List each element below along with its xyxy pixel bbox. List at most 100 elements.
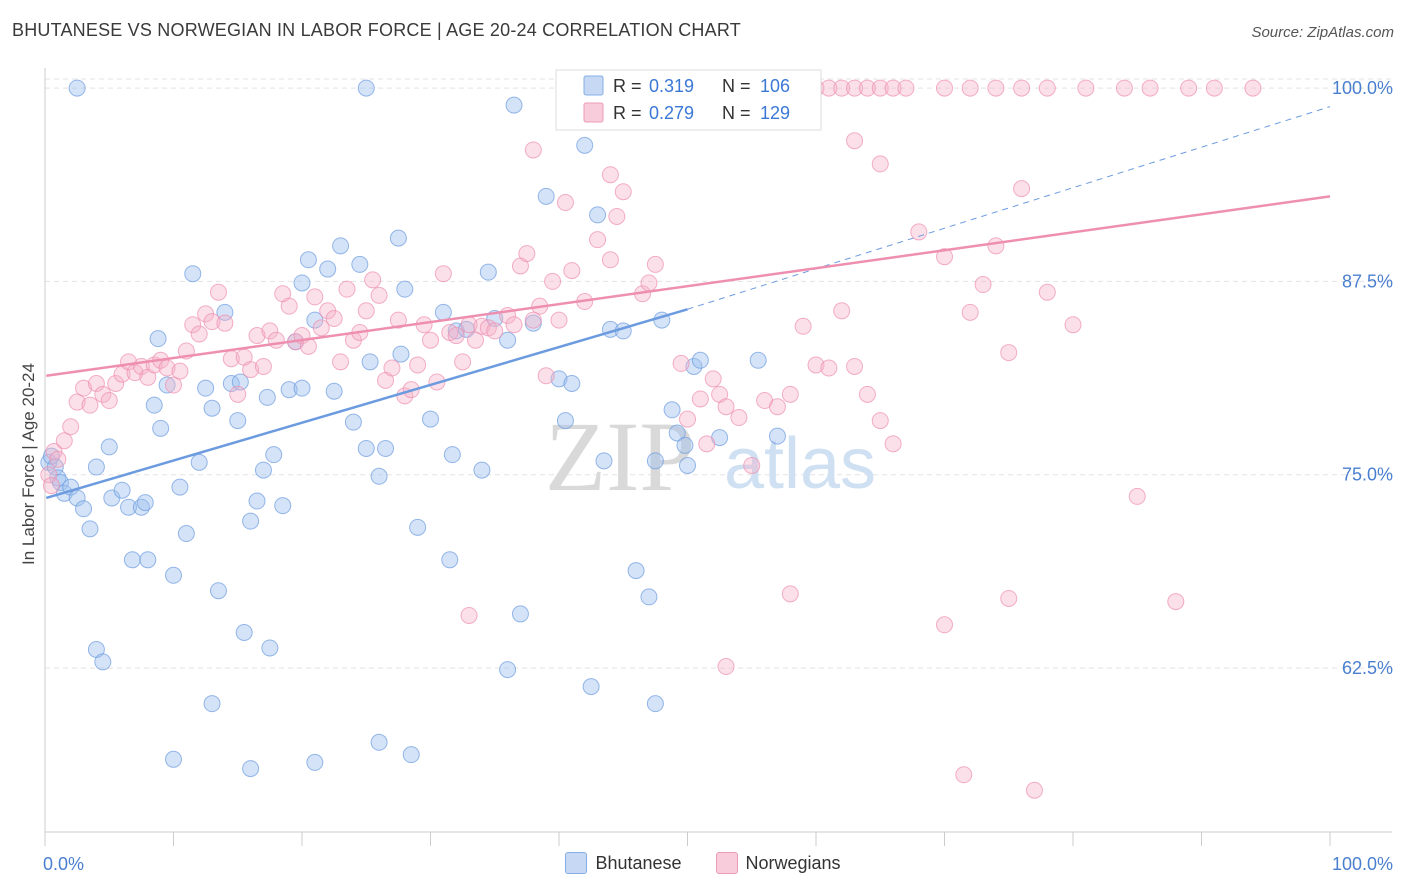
point-norwegians-21 <box>165 376 182 394</box>
chart-title: BHUTANESE VS NORWEGIAN IN LABOR FORCE | … <box>12 20 741 40</box>
point-bhutanese-81 <box>668 424 686 442</box>
point-bhutanese-91 <box>165 566 182 584</box>
point-bhutanese-39 <box>293 379 311 397</box>
point-norwegians-126 <box>871 155 889 173</box>
point-norwegians-109 <box>871 412 889 430</box>
point-bhutanese-95 <box>242 760 260 778</box>
legend-n-label-2: N = <box>722 103 751 123</box>
legend-item-bhutanese[interactable]: Bhutanese <box>565 852 682 874</box>
point-norwegians-53 <box>370 286 388 304</box>
point-norwegians-115 <box>987 237 1005 255</box>
point-norwegians-150 <box>1013 79 1031 97</box>
point-bhutanese-102 <box>370 733 388 751</box>
point-norwegians-114 <box>974 276 992 294</box>
point-bhutanese-28 <box>222 374 240 392</box>
point-bhutanese-71 <box>576 136 594 154</box>
point-norwegians-124 <box>781 585 799 603</box>
point-bhutanese-10 <box>87 458 105 476</box>
y-tick-label-3: 62.5% <box>1342 658 1393 678</box>
point-bhutanese-56 <box>434 303 452 321</box>
point-bhutanese-72 <box>589 206 607 224</box>
legend-r-value-1: 0.319 <box>649 76 694 96</box>
point-bhutanese-107 <box>357 79 375 97</box>
y-tick-label-0: 100.0% <box>1332 78 1393 98</box>
point-bhutanese-90 <box>139 551 157 569</box>
point-norwegians-105 <box>820 359 838 377</box>
legend-box: R = 0.319 N = 106 R = 0.279 N = 129 <box>555 69 822 131</box>
point-bhutanese-13 <box>113 481 131 499</box>
point-norwegians-127 <box>936 616 953 634</box>
point-bhutanese-9 <box>81 520 99 538</box>
point-bhutanese-77 <box>640 588 658 606</box>
point-norwegians-61 <box>422 331 439 349</box>
point-norwegians-0 <box>40 466 58 484</box>
point-bhutanese-46 <box>351 255 369 273</box>
axes <box>44 68 1392 846</box>
point-bhutanese-44 <box>332 237 350 255</box>
point-bhutanese-93 <box>235 623 253 641</box>
point-norwegians-141 <box>833 79 851 97</box>
point-norwegians-106 <box>833 302 851 320</box>
point-bhutanese-20 <box>158 376 176 394</box>
point-bhutanese-76 <box>627 562 645 580</box>
point-norwegians-82 <box>563 262 581 280</box>
point-norwegians-125 <box>846 132 864 150</box>
point-bhutanese-67 <box>537 187 555 205</box>
point-norwegians-43 <box>306 288 324 306</box>
point-bhutanese-64 <box>499 331 517 349</box>
point-norwegians-89 <box>640 274 658 292</box>
point-norwegians-69 <box>473 317 491 335</box>
point-bhutanese-51 <box>389 229 407 247</box>
point-norwegians-39 <box>280 297 298 315</box>
point-bhutanese-108 <box>505 96 523 114</box>
point-bhutanese-69 <box>556 412 574 430</box>
point-bhutanese-106 <box>68 79 86 97</box>
point-bhutanese-35 <box>265 446 283 464</box>
point-norwegians-63 <box>434 265 452 283</box>
point-bhutanese-88 <box>768 427 786 445</box>
point-norwegians-154 <box>1141 79 1159 97</box>
point-norwegians-157 <box>1244 79 1262 97</box>
point-bhutanese-100 <box>582 678 600 696</box>
point-norwegians-8 <box>81 396 99 414</box>
point-norwegians-92 <box>679 410 696 428</box>
point-norwegians-90 <box>646 255 664 273</box>
point-norwegians-25 <box>190 325 208 343</box>
point-norwegians-147 <box>936 79 953 97</box>
point-norwegians-95 <box>704 370 722 388</box>
point-bhutanese-49 <box>370 467 388 485</box>
point-norwegians-34 <box>248 327 266 345</box>
point-bhutanese-87 <box>749 351 767 369</box>
point-norwegians-27 <box>203 313 221 331</box>
point-bhutanese-26 <box>203 399 221 417</box>
point-norwegians-143 <box>858 79 876 97</box>
point-bhutanese-68 <box>550 370 568 388</box>
y-tick-label-1: 87.5% <box>1342 271 1393 291</box>
point-norwegians-156 <box>1205 79 1223 97</box>
point-norwegians-6 <box>68 393 86 411</box>
point-norwegians-51 <box>357 302 375 320</box>
bottom-legend: Bhutanese Norwegians <box>0 852 1406 874</box>
watermark-zip: ZIP <box>545 401 695 512</box>
legend-item-norwegians[interactable]: Norwegians <box>715 852 841 874</box>
point-bhutanese-31 <box>242 512 260 530</box>
point-norwegians-12 <box>107 374 125 392</box>
point-norwegians-104 <box>807 356 825 374</box>
point-norwegians-4 <box>55 432 73 450</box>
point-norwegians-11 <box>100 392 118 410</box>
point-bhutanese-42 <box>319 260 337 278</box>
point-norwegians-91 <box>672 354 690 372</box>
point-bhutanese-25 <box>197 379 215 397</box>
legend-swatch-bhutanese <box>583 75 604 96</box>
point-bhutanese-58 <box>443 446 461 464</box>
watermark: ZIP atlas <box>545 401 876 512</box>
point-bhutanese-82 <box>676 436 694 454</box>
point-bhutanese-73 <box>595 452 613 470</box>
point-bhutanese-65 <box>511 605 529 623</box>
point-bhutanese-21 <box>171 478 189 496</box>
point-bhutanese-61 <box>473 461 491 479</box>
point-bhutanese-36 <box>274 497 292 515</box>
legend-swatch-pink <box>715 852 738 874</box>
point-bhutanese-103 <box>402 746 420 764</box>
point-norwegians-44 <box>312 319 330 337</box>
